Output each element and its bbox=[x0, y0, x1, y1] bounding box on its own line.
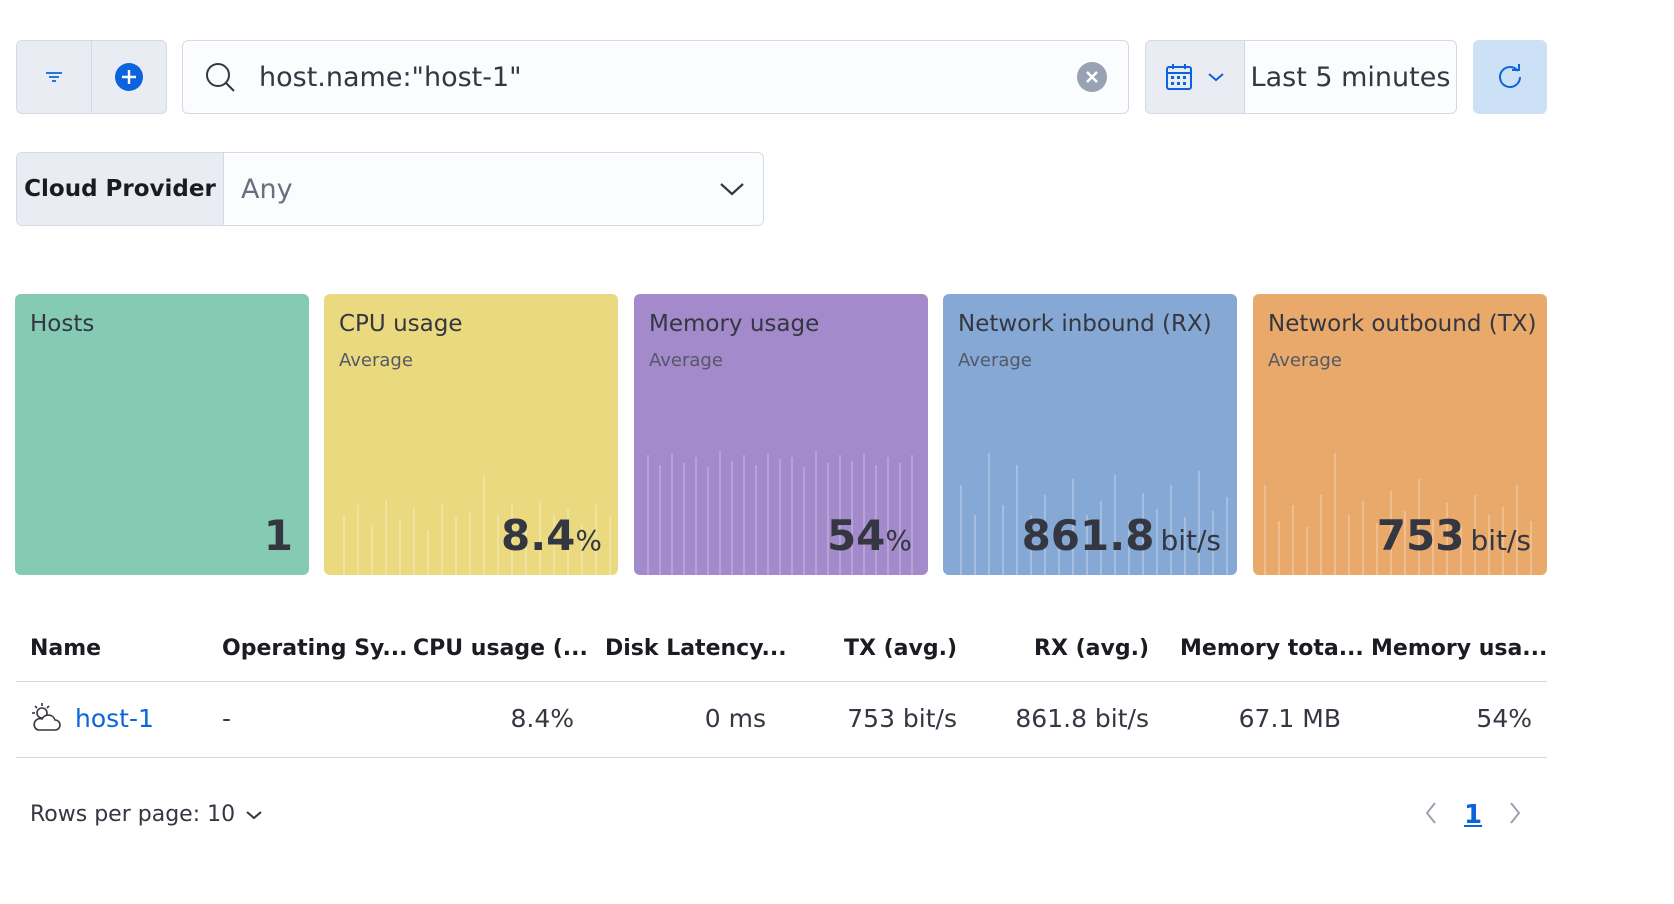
chevron-down-icon bbox=[1208, 73, 1224, 82]
clear-search-icon[interactable] bbox=[1076, 61, 1108, 93]
filter-button-group bbox=[16, 40, 167, 114]
kpi-tile-memory: Memory usage Average 54% bbox=[634, 294, 928, 575]
cell-memory-usage: 54% bbox=[1476, 704, 1532, 733]
kpi-title: CPU usage bbox=[339, 311, 463, 337]
column-header-rx[interactable]: RX (avg.) bbox=[1034, 636, 1149, 661]
page-number-button[interactable]: 1 bbox=[1464, 800, 1483, 830]
kpi-unit: bit/s bbox=[1470, 524, 1531, 557]
cell-disk-latency: 0 ms bbox=[704, 704, 766, 733]
kpi-unit: % bbox=[575, 524, 602, 557]
time-range-button[interactable]: Last 5 minutes bbox=[1250, 61, 1451, 93]
kpi-value: 54% bbox=[827, 511, 912, 560]
cpu-sparkline bbox=[343, 475, 611, 575]
column-header-tx[interactable]: TX (avg.) bbox=[843, 636, 957, 661]
rows-per-page-label: Rows per page: 10 bbox=[30, 802, 236, 827]
kpi-subtitle: Average bbox=[1268, 350, 1342, 371]
kpi-number: 8.4 bbox=[500, 511, 576, 560]
refresh-icon bbox=[1499, 64, 1521, 88]
kpi-subtitle: Average bbox=[339, 350, 413, 371]
kpi-tile-cpu: CPU usage Average 8.4% bbox=[324, 294, 618, 575]
column-header-os[interactable]: Operating Sy... bbox=[222, 636, 408, 661]
kpi-number: 1 bbox=[263, 511, 293, 560]
hosts-table: Name Operating Sy... CPU usage (... Disk… bbox=[16, 618, 1547, 758]
calendar-icon bbox=[1166, 64, 1192, 90]
column-header-memory-total[interactable]: Memory tota... bbox=[1180, 636, 1364, 661]
previous-page-icon[interactable] bbox=[1424, 801, 1438, 829]
table-row: host-1 - 8.4% 0 ms 753 bit/s 861.8 bit/s… bbox=[16, 682, 1547, 758]
tx-sparkline bbox=[1264, 453, 1532, 575]
kpi-number: 54 bbox=[826, 511, 886, 560]
cell-rx: 861.8 bit/s bbox=[1015, 704, 1149, 733]
cloud-sun-icon bbox=[30, 702, 62, 740]
add-filter-button[interactable] bbox=[91, 41, 166, 113]
column-header-name[interactable]: Name bbox=[30, 636, 102, 661]
quick-select-button[interactable] bbox=[1146, 41, 1245, 113]
cloud-provider-label: Cloud Provider bbox=[17, 153, 224, 225]
kpi-title: Memory usage bbox=[649, 311, 820, 337]
kpi-title: Network inbound (RX) bbox=[958, 311, 1212, 337]
chevron-down-icon bbox=[246, 810, 262, 819]
search-icon bbox=[203, 60, 237, 94]
rx-sparkline bbox=[960, 453, 1228, 575]
memory-sparkline bbox=[647, 451, 913, 575]
cloud-provider-select[interactable]: Any bbox=[224, 153, 763, 225]
kpi-tile-hosts: Hosts 1 bbox=[15, 294, 309, 575]
column-header-cpu[interactable]: CPU usage (... bbox=[413, 636, 588, 661]
kpi-unit: % bbox=[885, 524, 912, 557]
kpi-tile-network-inbound: Network inbound (RX) Average 861.8 bit/s bbox=[943, 294, 1237, 575]
plus-circle-icon bbox=[115, 63, 143, 91]
kpi-title: Hosts bbox=[30, 311, 95, 337]
filter-menu-button[interactable] bbox=[17, 41, 91, 113]
cell-tx: 753 bit/s bbox=[847, 704, 957, 733]
kpi-number: 753 bbox=[1376, 511, 1465, 560]
kpi-value: 8.4% bbox=[501, 511, 602, 560]
pagination: 1 bbox=[1424, 800, 1522, 830]
table-header: Name Operating Sy... CPU usage (... Disk… bbox=[16, 618, 1547, 682]
host-name-link[interactable]: host-1 bbox=[75, 704, 154, 733]
kpi-tile-network-outbound: Network outbound (TX) Average 753 bit/s bbox=[1253, 294, 1547, 575]
cloud-provider-control[interactable]: Cloud Provider Any bbox=[16, 152, 764, 226]
column-header-disk-latency[interactable]: Disk Latency... bbox=[605, 636, 787, 661]
refresh-button[interactable] bbox=[1473, 40, 1547, 114]
kpi-unit: bit/s bbox=[1160, 524, 1221, 557]
rows-per-page-button[interactable]: Rows per page: 10 bbox=[30, 802, 263, 827]
date-picker: Last 5 minutes bbox=[1145, 40, 1457, 114]
cell-memory-total: 67.1 MB bbox=[1238, 704, 1341, 733]
kpi-value: 1 bbox=[264, 511, 293, 560]
cloud-provider-value: Any bbox=[241, 173, 293, 205]
cell-os: - bbox=[222, 704, 232, 733]
kpi-value: 861.8 bit/s bbox=[1022, 511, 1221, 560]
next-page-icon[interactable] bbox=[1508, 801, 1522, 829]
chevron-down-icon bbox=[719, 181, 745, 197]
filter-icon bbox=[46, 72, 62, 82]
kpi-number: 861.8 bbox=[1021, 511, 1155, 560]
search-query-text[interactable]: host.name:"host-1" bbox=[259, 61, 522, 93]
kpi-value: 753 bit/s bbox=[1377, 511, 1531, 560]
search-input[interactable]: host.name:"host-1" bbox=[182, 40, 1129, 114]
cell-cpu: 8.4% bbox=[510, 704, 574, 733]
kpi-subtitle: Average bbox=[649, 350, 723, 371]
kpi-title: Network outbound (TX) bbox=[1268, 311, 1537, 337]
kpi-subtitle: Average bbox=[958, 350, 1032, 371]
column-header-memory-usage[interactable]: Memory usa... bbox=[1371, 636, 1548, 661]
